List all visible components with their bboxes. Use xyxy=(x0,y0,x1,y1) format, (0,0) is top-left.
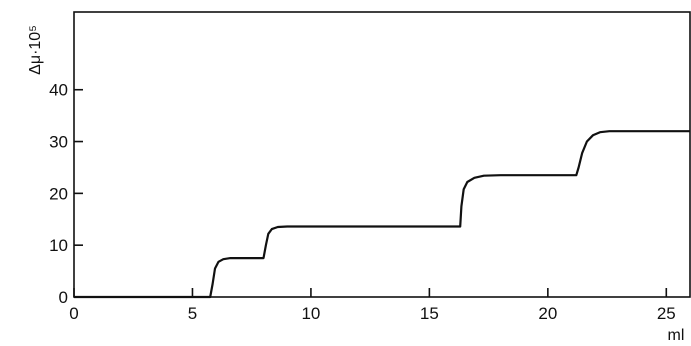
x-tick-label: 0 xyxy=(69,304,78,323)
x-axis-label: ml xyxy=(668,327,685,344)
y-tick-label: 30 xyxy=(49,133,68,152)
plot-frame xyxy=(73,11,691,298)
y-tick-label: 40 xyxy=(49,81,68,100)
y-tick-label: 10 xyxy=(49,236,68,255)
x-axis: 0 5 10 15 20 25 xyxy=(69,288,676,323)
x-tick-label: 10 xyxy=(301,304,320,323)
y-tick-label: 0 xyxy=(59,288,68,307)
x-tick-label: 25 xyxy=(657,304,676,323)
x-tick-label: 15 xyxy=(420,304,439,323)
y-axis: 0 10 20 30 40 xyxy=(49,81,83,307)
x-tick-label: 20 xyxy=(538,304,557,323)
y-axis-label: Δμ·10⁵ xyxy=(27,25,44,75)
y-tick-label: 20 xyxy=(49,184,68,203)
series-line xyxy=(74,130,690,299)
x-tick-label: 5 xyxy=(188,304,197,323)
